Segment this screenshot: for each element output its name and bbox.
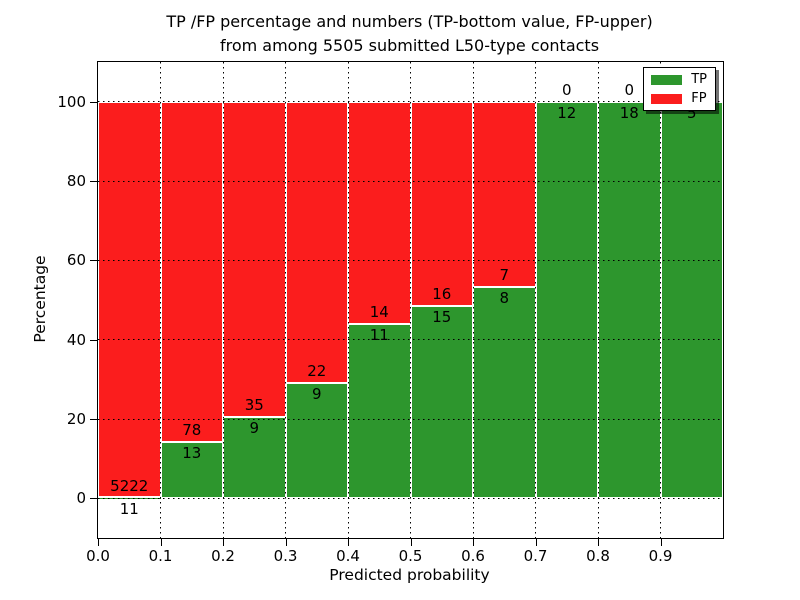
grid-line-v [597,62,599,538]
grid-line-v [222,62,224,538]
y-tick-label: 20 [66,410,86,428]
x-tick-label: 0.5 [398,547,423,565]
grid-line-v [347,62,349,538]
x-tick-label: 0.0 [86,547,110,565]
tp-count-label: 12 [557,103,577,122]
fp-count-label: 14 [369,302,389,321]
legend-label-tp: TP [691,72,707,87]
y-tick [90,419,97,420]
legend-label-fp: FP [691,91,707,106]
tp-bar-segment [660,101,723,499]
y-tick-label: 100 [57,92,86,111]
chart-title-line2: from among 5505 submitted L50-type conta… [219,36,600,55]
x-tick-label: 0.3 [273,547,298,565]
grid-line-v [285,62,286,538]
x-tick [473,539,474,546]
tp-bar-segment [473,286,536,499]
x-tick [660,539,662,546]
fp-bar-segment [410,101,473,307]
fp-count-label: 78 [182,420,202,439]
x-tick [598,539,599,546]
fp-bar-segment [98,101,161,498]
legend: TP FP [643,67,716,111]
x-tick-label: 0.6 [461,547,485,565]
y-tick-label: 80 [66,172,86,190]
plot-area: 5222117813359229141116157801201805 TP FP [97,61,724,539]
tp-bar-segment [410,306,473,499]
x-tick [98,539,99,546]
fp-count-label: 35 [244,396,264,415]
tp-bar-segment [598,101,661,499]
legend-item-fp: FP [651,91,707,106]
chart-title-line1: TP /FP percentage and numbers (TP-bottom… [166,12,653,31]
fp-bar-segment [160,101,223,442]
tp-count-label: 9 [311,385,322,404]
fp-bar-segment [285,101,348,384]
tp-count-label: 9 [249,419,260,438]
tp-count-label: 15 [432,308,452,327]
x-tick [348,539,349,546]
y-tick [90,101,97,103]
y-axis-label: Percentage [31,255,49,343]
tp-count-label: 11 [369,325,389,344]
x-tick [285,539,287,546]
tp-count-label: 5 [686,103,697,122]
tp-bar-segment [348,323,411,499]
x-tick-label: 0.9 [648,547,673,565]
fp-count-label: 7 [499,265,510,284]
fp-count-label: 5222 [110,476,149,495]
x-tick [160,539,162,546]
tp-bar-segment [535,101,598,499]
grid-line-v [535,62,536,538]
grid-line-v [472,62,474,538]
x-tick-label: 0.7 [523,547,548,565]
legend-item-tp: TP [651,72,707,87]
y-tick-label: 60 [66,251,86,270]
x-tick [410,539,412,546]
x-tick-label: 0.1 [148,547,173,565]
fp-swatch-icon [651,93,683,104]
tp-count-label: 13 [182,443,202,462]
grid-line-v [660,62,661,538]
y-tick [90,339,97,341]
x-tick [535,539,537,546]
tp-count-label: 8 [499,288,510,307]
tp-bar-segment [160,441,223,499]
fp-count-label: 16 [432,285,452,304]
grid-line-v [160,62,161,538]
tp-count-label: 18 [619,103,639,122]
tp-swatch-icon [651,74,683,85]
y-tick [90,181,97,182]
x-tick [223,539,224,546]
fp-bar-segment [473,101,536,287]
grid-line-v [410,62,411,538]
chart-title: TP /FP percentage and numbers (TP-bottom… [97,10,722,58]
x-tick-label: 0.8 [586,547,610,565]
fp-count-label: 0 [561,80,572,99]
x-axis-label: Predicted probability [329,566,490,584]
y-tick-label: 40 [66,330,86,349]
x-tick-label: 0.4 [336,547,360,565]
fp-bar-segment [348,101,411,324]
y-tick [90,498,97,500]
x-tick-label: 0.2 [211,547,235,565]
fp-count-label: 22 [307,362,327,381]
y-tick [90,260,97,262]
tp-count-label: 11 [119,499,139,518]
y-tick-label: 0 [76,489,86,508]
fp-count-label: 0 [624,80,635,99]
